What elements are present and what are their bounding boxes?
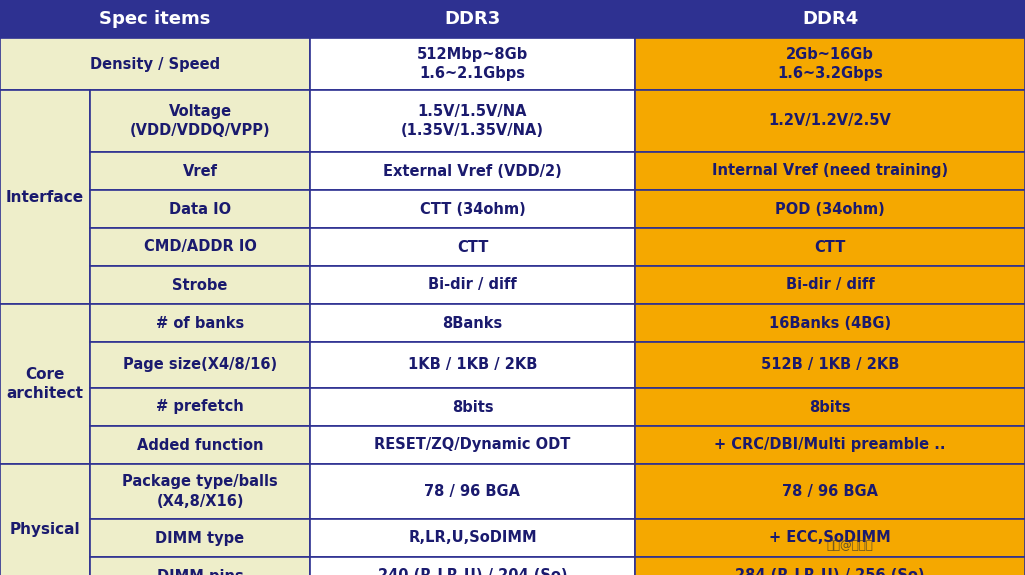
Bar xyxy=(636,266,1025,304)
Text: R,LR,U,SoDIMM: R,LR,U,SoDIMM xyxy=(408,531,537,546)
Bar xyxy=(636,342,1025,388)
Bar xyxy=(310,464,636,519)
Text: POD (34ohm): POD (34ohm) xyxy=(775,201,885,217)
Bar xyxy=(310,228,636,266)
Bar xyxy=(310,190,636,228)
Bar xyxy=(310,90,636,152)
Text: 1.2V/1.2V/2.5V: 1.2V/1.2V/2.5V xyxy=(769,113,892,128)
Bar xyxy=(310,152,636,190)
Bar xyxy=(310,266,636,304)
Text: 1KB / 1KB / 2KB: 1KB / 1KB / 2KB xyxy=(408,358,537,373)
Bar xyxy=(310,38,636,90)
Bar xyxy=(310,388,636,426)
Bar xyxy=(636,228,1025,266)
Bar xyxy=(636,38,1025,90)
Bar xyxy=(636,519,1025,557)
Bar xyxy=(90,90,310,152)
Text: # of banks: # of banks xyxy=(156,316,244,331)
Text: Page size(X4/8/16): Page size(X4/8/16) xyxy=(123,358,277,373)
Text: DDR3: DDR3 xyxy=(445,10,500,28)
Text: CTT: CTT xyxy=(814,240,846,255)
Bar xyxy=(90,388,310,426)
Bar xyxy=(310,0,636,38)
Text: RESET/ZQ/Dynamic ODT: RESET/ZQ/Dynamic ODT xyxy=(374,438,571,453)
Text: 8Banks: 8Banks xyxy=(443,316,502,331)
Text: Spec items: Spec items xyxy=(99,10,211,28)
Text: CTT: CTT xyxy=(457,240,488,255)
Bar xyxy=(636,90,1025,152)
Text: CMD/ADDR IO: CMD/ADDR IO xyxy=(144,240,256,255)
Bar xyxy=(636,304,1025,342)
Bar xyxy=(90,152,310,190)
Text: 2Gb~16Gb
1.6~3.2Gbps: 2Gb~16Gb 1.6~3.2Gbps xyxy=(777,47,883,82)
Bar xyxy=(310,557,636,575)
Bar xyxy=(310,426,636,464)
Text: Bi-dir / diff: Bi-dir / diff xyxy=(428,278,517,293)
Text: Added function: Added function xyxy=(136,438,263,453)
Text: 8bits: 8bits xyxy=(452,400,493,415)
Bar xyxy=(90,266,310,304)
Text: Bi-dir / diff: Bi-dir / diff xyxy=(785,278,874,293)
Text: Package type/balls
(X4,8/X16): Package type/balls (X4,8/X16) xyxy=(122,474,278,509)
Text: Strobe: Strobe xyxy=(172,278,228,293)
Text: 1.5V/1.5V/NA
(1.35V/1.35V/NA): 1.5V/1.5V/NA (1.35V/1.35V/NA) xyxy=(401,104,544,139)
Bar xyxy=(90,426,310,464)
Bar xyxy=(636,152,1025,190)
Text: DIMM pins: DIMM pins xyxy=(157,569,243,575)
Bar xyxy=(636,190,1025,228)
Text: Density / Speed: Density / Speed xyxy=(90,56,220,71)
Text: + ECC,SoDIMM: + ECC,SoDIMM xyxy=(769,531,891,546)
Text: 78 / 96 BGA: 78 / 96 BGA xyxy=(782,484,878,499)
Text: 8bits: 8bits xyxy=(809,400,851,415)
Text: CTT (34ohm): CTT (34ohm) xyxy=(419,201,526,217)
Text: Interface: Interface xyxy=(6,190,84,205)
Text: DDR4: DDR4 xyxy=(802,10,858,28)
Text: Physical: Physical xyxy=(9,522,80,537)
Text: Vref: Vref xyxy=(182,163,217,178)
Bar xyxy=(0,0,310,38)
Bar xyxy=(0,304,90,464)
Bar xyxy=(90,190,310,228)
Text: 知乎@星群愿: 知乎@星群愿 xyxy=(826,539,873,552)
Text: Core
architect: Core architect xyxy=(6,367,83,401)
Text: 512Mbp~8Gb
1.6~2.1Gbps: 512Mbp~8Gb 1.6~2.1Gbps xyxy=(417,47,528,82)
Bar xyxy=(90,304,310,342)
Bar xyxy=(636,426,1025,464)
Bar xyxy=(310,519,636,557)
Bar xyxy=(90,557,310,575)
Bar xyxy=(636,0,1025,38)
Bar xyxy=(0,90,90,304)
Bar xyxy=(90,464,310,519)
Bar xyxy=(90,519,310,557)
Text: Data IO: Data IO xyxy=(169,201,231,217)
Text: Voltage
(VDD/VDDQ/VPP): Voltage (VDD/VDDQ/VPP) xyxy=(130,104,271,139)
Bar xyxy=(636,388,1025,426)
Text: + CRC/DBI/Multi preamble ..: + CRC/DBI/Multi preamble .. xyxy=(714,438,946,453)
Bar xyxy=(636,464,1025,519)
Text: 16Banks (4BG): 16Banks (4BG) xyxy=(769,316,891,331)
Bar xyxy=(90,342,310,388)
Text: # prefetch: # prefetch xyxy=(156,400,244,415)
Text: Internal Vref (need training): Internal Vref (need training) xyxy=(712,163,948,178)
Text: 284 (R,LR,U) / 256 (So): 284 (R,LR,U) / 256 (So) xyxy=(735,569,925,575)
Bar xyxy=(310,304,636,342)
Text: 512B / 1KB / 2KB: 512B / 1KB / 2KB xyxy=(761,358,899,373)
Bar xyxy=(90,228,310,266)
Bar xyxy=(310,342,636,388)
Bar xyxy=(636,557,1025,575)
Text: External Vref (VDD/2): External Vref (VDD/2) xyxy=(383,163,562,178)
Bar xyxy=(0,464,90,575)
Text: DIMM type: DIMM type xyxy=(156,531,245,546)
Bar xyxy=(0,38,310,90)
Text: 240 (R,LR,U) / 204 (So): 240 (R,LR,U) / 204 (So) xyxy=(378,569,567,575)
Text: 78 / 96 BGA: 78 / 96 BGA xyxy=(424,484,521,499)
